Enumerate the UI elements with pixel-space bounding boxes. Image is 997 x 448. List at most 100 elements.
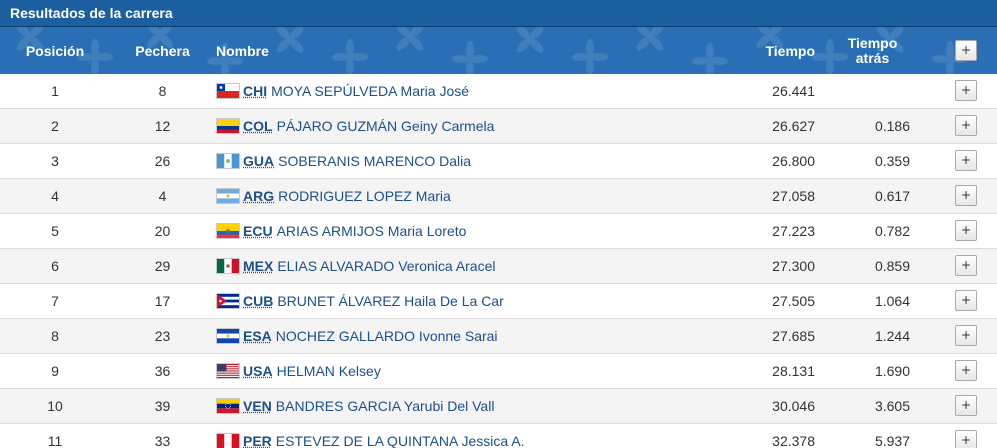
row-athlete-cell: CUB BRUNET ÁLVAREZ Haila De La Car	[216, 284, 736, 317]
row-athlete-cell: ESA NOCHEZ GALLARDO Ivonne Sarai	[216, 319, 736, 352]
country-code-link[interactable]: COL	[243, 117, 273, 134]
table-row: 1 8 CHI MOYA SEPÚLVEDA Maria José 26.441…	[0, 74, 997, 109]
row-time: 27.300	[772, 257, 815, 274]
row-position: 6	[51, 257, 59, 274]
venezuela-flag-icon	[216, 397, 240, 414]
row-expand-cell: +	[952, 319, 980, 352]
country-code-link[interactable]: PER	[243, 432, 272, 448]
row-position: 5	[51, 222, 59, 239]
row-position: 4	[51, 187, 59, 204]
row-expand-button[interactable]: +	[955, 220, 977, 241]
country-code-link[interactable]: MEX	[243, 257, 274, 274]
row-bib: 8	[158, 82, 167, 99]
athlete-name-link[interactable]: PÁJARO GUZMÁN Geiny Carmela	[276, 117, 495, 134]
cuba-flag-icon	[216, 292, 240, 309]
row-expand-cell: +	[952, 249, 980, 282]
table-header: Posición Pechera Nombre Tiempo Tiempo at…	[0, 27, 997, 74]
row-expand-button[interactable]: +	[955, 255, 977, 276]
row-time-behind: 1.690	[874, 362, 910, 379]
row-position: 3	[51, 152, 59, 169]
row-time-behind: 5.937	[874, 432, 910, 448]
row-time: 32.378	[772, 432, 815, 448]
row-expand-button[interactable]: +	[955, 80, 977, 101]
row-time-behind: 1.244	[874, 327, 910, 344]
header-bib: Pechera	[135, 42, 190, 59]
country-code-link[interactable]: CHI	[243, 82, 268, 99]
row-time: 28.131	[772, 362, 815, 379]
row-expand-cell: +	[952, 284, 980, 317]
athlete-name-link[interactable]: NOCHEZ GALLARDO Ivonne Sarai	[275, 327, 498, 344]
country-code-link[interactable]: ARG	[243, 187, 275, 204]
row-expand-cell: +	[952, 424, 980, 448]
athlete-name-link[interactable]: HELMAN Kelsey	[276, 362, 381, 379]
row-time-behind: 0.782	[874, 222, 910, 239]
row-expand-cell: +	[952, 354, 980, 387]
row-expand-cell: +	[952, 389, 980, 422]
table-row: 7 17 CUB BRUNET ÁLVAREZ Haila De La Car …	[0, 284, 997, 319]
row-expand-button[interactable]: +	[955, 325, 977, 346]
usa-flag-icon	[216, 362, 240, 379]
row-expand-button[interactable]: +	[955, 360, 977, 381]
row-athlete-cell: CHI MOYA SEPÚLVEDA Maria José	[216, 74, 736, 107]
athlete-name-link[interactable]: BRUNET ÁLVAREZ Haila De La Car	[277, 292, 504, 309]
row-bib: 26	[154, 152, 171, 169]
country-code-link[interactable]: USA	[243, 362, 273, 379]
row-expand-button[interactable]: +	[955, 185, 977, 206]
colombia-flag-icon	[216, 117, 240, 134]
athlete-name-link[interactable]: MOYA SEPÚLVEDA Maria José	[271, 82, 470, 99]
header-time-behind-line1: Tiempo	[847, 34, 898, 51]
row-bib: 12	[154, 117, 171, 134]
row-expand-button[interactable]: +	[955, 290, 977, 311]
ecuador-flag-icon	[216, 222, 240, 239]
athlete-name-link[interactable]: BANDRES GARCIA Yarubi Del Vall	[275, 397, 495, 414]
athlete-name-link[interactable]: SOBERANIS MARENCO Dalia	[278, 152, 472, 169]
country-code-link[interactable]: ECU	[243, 222, 273, 239]
country-code-link[interactable]: VEN	[243, 397, 272, 414]
row-bib: 29	[154, 257, 171, 274]
row-time-behind: 3.605	[874, 397, 910, 414]
row-position: 7	[51, 292, 59, 309]
athlete-name-link[interactable]: RODRIGUEZ LOPEZ Maria	[278, 187, 451, 204]
panel-title: Resultados de la carrera	[0, 0, 997, 27]
table-row: 11 33 PER ESTEVEZ DE LA QUINTANA Jessica…	[0, 424, 997, 448]
row-time: 27.685	[772, 327, 815, 344]
table-row: 3 26 GUA SOBERANIS MARENCO Dalia 26.800 …	[0, 144, 997, 179]
row-athlete-cell: PER ESTEVEZ DE LA QUINTANA Jessica A.	[216, 424, 736, 448]
expand-all-button[interactable]: +	[955, 40, 977, 61]
guatemala-flag-icon	[216, 152, 240, 169]
results-table-body: 1 8 CHI MOYA SEPÚLVEDA Maria José 26.441…	[0, 74, 997, 448]
row-expand-cell: +	[952, 214, 980, 247]
row-position: 11	[47, 432, 63, 448]
row-position: 9	[51, 362, 59, 379]
row-expand-button[interactable]: +	[955, 395, 977, 416]
header-expand-cell: +	[952, 27, 980, 74]
elsalvador-flag-icon	[216, 327, 240, 344]
row-time-behind: 1.064	[874, 292, 910, 309]
table-row: 4 4 ARG RODRIGUEZ LOPEZ Maria 27.058 0.6…	[0, 179, 997, 214]
row-position: 2	[51, 117, 59, 134]
country-code-link[interactable]: CUB	[243, 292, 274, 309]
argentina-flag-icon	[216, 187, 240, 204]
country-code-link[interactable]: ESA	[243, 327, 272, 344]
athlete-name-link[interactable]: ESTEVEZ DE LA QUINTANA Jessica A.	[275, 432, 525, 448]
table-row: 6 29 MEX ELIAS ALVARADO Veronica Aracel …	[0, 249, 997, 284]
country-code-link[interactable]: GUA	[243, 152, 275, 169]
peru-flag-icon	[216, 432, 240, 448]
row-bib: 4	[158, 187, 167, 204]
row-bib: 20	[154, 222, 171, 239]
table-row: 5 20 ECU ARIAS ARMIJOS Maria Loreto 27.2…	[0, 214, 997, 249]
row-expand-button[interactable]: +	[955, 430, 977, 448]
row-bib: 23	[154, 327, 171, 344]
row-position: 10	[47, 397, 63, 414]
row-time: 26.800	[772, 152, 815, 169]
row-expand-button[interactable]: +	[955, 115, 977, 136]
row-expand-button[interactable]: +	[955, 150, 977, 171]
mexico-flag-icon	[216, 257, 240, 274]
row-time-behind: 0.359	[874, 152, 910, 169]
header-position: Posición	[25, 42, 85, 59]
athlete-name-link[interactable]: ELIAS ALVARADO Veronica Aracel	[277, 257, 496, 274]
athlete-name-link[interactable]: ARIAS ARMIJOS Maria Loreto	[276, 222, 467, 239]
row-time: 27.223	[772, 222, 815, 239]
header-time-behind: Tiempo atrás	[835, 27, 910, 74]
